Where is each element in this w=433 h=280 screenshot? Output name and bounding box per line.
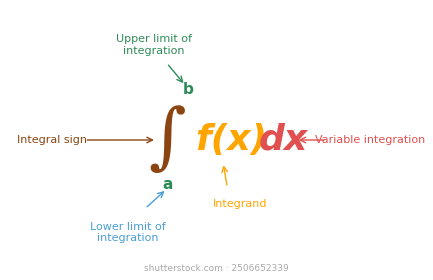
Text: f(x): f(x) xyxy=(196,123,268,157)
Text: Lower limit of
integration: Lower limit of integration xyxy=(90,221,165,243)
Text: Integral sign: Integral sign xyxy=(17,135,87,145)
Text: Variable integration: Variable integration xyxy=(315,135,425,145)
Text: Upper limit of
integration: Upper limit of integration xyxy=(116,34,192,56)
Text: b: b xyxy=(183,82,194,97)
Text: shutterstock.com · 2506652339: shutterstock.com · 2506652339 xyxy=(144,264,289,273)
Text: dx: dx xyxy=(259,123,308,157)
Text: a: a xyxy=(163,177,173,192)
Text: Integrand: Integrand xyxy=(213,199,268,209)
Text: ∫: ∫ xyxy=(148,105,185,175)
